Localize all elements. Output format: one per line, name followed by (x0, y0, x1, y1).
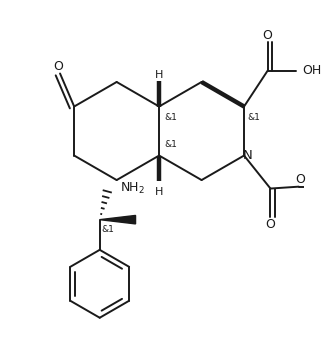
Text: O: O (266, 218, 275, 231)
Polygon shape (100, 215, 136, 224)
Text: O: O (296, 173, 306, 186)
Text: H: H (155, 187, 163, 197)
Text: &1: &1 (165, 140, 178, 149)
Text: H: H (155, 70, 163, 80)
Text: &1: &1 (102, 224, 115, 233)
Text: O: O (263, 29, 272, 42)
Text: &1: &1 (248, 113, 261, 122)
Text: N: N (243, 149, 253, 162)
Text: &1: &1 (165, 113, 178, 122)
Text: NH$_2$: NH$_2$ (120, 181, 146, 196)
Text: OH: OH (303, 64, 322, 77)
Text: O: O (53, 60, 63, 73)
